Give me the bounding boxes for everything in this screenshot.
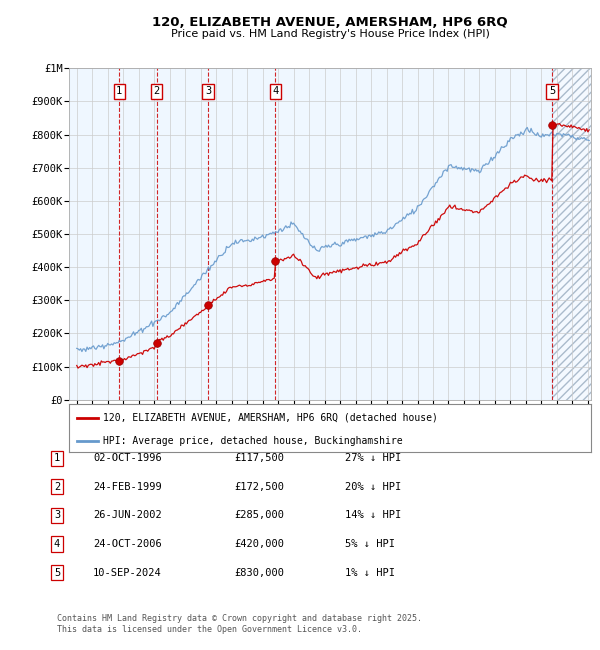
Text: 27% ↓ HPI: 27% ↓ HPI bbox=[345, 453, 401, 463]
Text: 5: 5 bbox=[54, 567, 60, 578]
Text: 1: 1 bbox=[54, 453, 60, 463]
Bar bbox=[552, 68, 591, 400]
Text: 24-FEB-1999: 24-FEB-1999 bbox=[93, 482, 162, 492]
Text: 1% ↓ HPI: 1% ↓ HPI bbox=[345, 567, 395, 578]
Bar bbox=[69, 68, 552, 400]
Text: Price paid vs. HM Land Registry's House Price Index (HPI): Price paid vs. HM Land Registry's House … bbox=[170, 29, 490, 39]
Text: 26-JUN-2002: 26-JUN-2002 bbox=[93, 510, 162, 521]
Text: 24-OCT-2006: 24-OCT-2006 bbox=[93, 539, 162, 549]
Text: 20% ↓ HPI: 20% ↓ HPI bbox=[345, 482, 401, 492]
Bar bbox=[552, 68, 591, 400]
Text: 120, ELIZABETH AVENUE, AMERSHAM, HP6 6RQ: 120, ELIZABETH AVENUE, AMERSHAM, HP6 6RQ bbox=[152, 16, 508, 29]
Text: 4: 4 bbox=[54, 539, 60, 549]
Text: 4: 4 bbox=[272, 86, 278, 96]
Text: 5: 5 bbox=[549, 86, 555, 96]
Text: 1: 1 bbox=[116, 86, 122, 96]
Text: HPI: Average price, detached house, Buckinghamshire: HPI: Average price, detached house, Buck… bbox=[103, 436, 403, 447]
Text: 10-SEP-2024: 10-SEP-2024 bbox=[93, 567, 162, 578]
Text: 3: 3 bbox=[205, 86, 211, 96]
Text: £830,000: £830,000 bbox=[234, 567, 284, 578]
Text: 3: 3 bbox=[54, 510, 60, 521]
Text: £172,500: £172,500 bbox=[234, 482, 284, 492]
Text: £420,000: £420,000 bbox=[234, 539, 284, 549]
Text: 2: 2 bbox=[54, 482, 60, 492]
Text: £285,000: £285,000 bbox=[234, 510, 284, 521]
Text: Contains HM Land Registry data © Crown copyright and database right 2025.
This d: Contains HM Land Registry data © Crown c… bbox=[57, 614, 422, 634]
Text: 2: 2 bbox=[154, 86, 160, 96]
Text: £117,500: £117,500 bbox=[234, 453, 284, 463]
Text: 14% ↓ HPI: 14% ↓ HPI bbox=[345, 510, 401, 521]
Text: 02-OCT-1996: 02-OCT-1996 bbox=[93, 453, 162, 463]
Text: 120, ELIZABETH AVENUE, AMERSHAM, HP6 6RQ (detached house): 120, ELIZABETH AVENUE, AMERSHAM, HP6 6RQ… bbox=[103, 413, 438, 422]
Text: 5% ↓ HPI: 5% ↓ HPI bbox=[345, 539, 395, 549]
